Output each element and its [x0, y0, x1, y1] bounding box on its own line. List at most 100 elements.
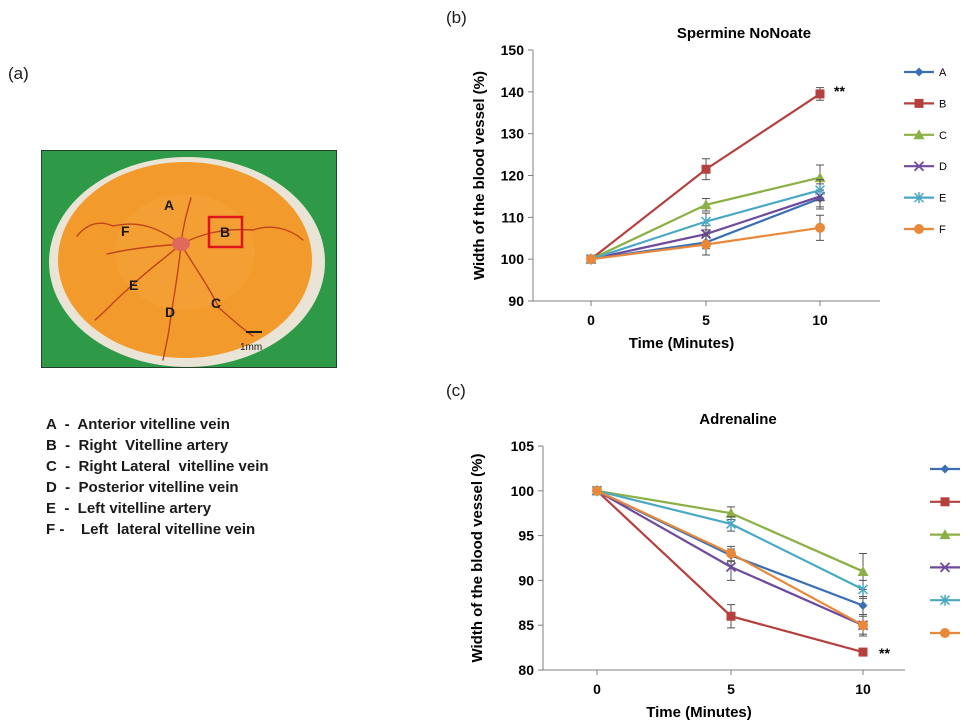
- x-tick-label: 0: [587, 312, 595, 328]
- chart-title: Adrenaline: [699, 411, 777, 428]
- y-axis-label: Width of the blood vessel (%): [471, 71, 488, 280]
- y-tick-label: 80: [518, 662, 534, 678]
- y-tick-label: 90: [508, 293, 524, 309]
- significance-annotation: **: [834, 83, 845, 99]
- vessel-label-f: F: [121, 223, 130, 239]
- legend-marker: [914, 67, 924, 77]
- region-of-interest-box: [207, 215, 244, 249]
- data-point: [700, 199, 712, 210]
- series-f: [586, 214, 825, 265]
- x-axis-label: Time (Minutes): [629, 335, 735, 352]
- vessel-labels: A B C D E F: [121, 197, 230, 320]
- legend-marker: [939, 562, 951, 573]
- vessel-legend-item: F - Left lateral vitelline vein: [46, 521, 256, 538]
- legend-entry: E: [904, 192, 946, 205]
- scale-bar-label: 1mm: [240, 342, 262, 353]
- x-tick-label: 5: [702, 312, 710, 328]
- series-e: [591, 485, 869, 599]
- data-point: [725, 507, 737, 518]
- vessel-label-b: B: [220, 224, 230, 240]
- x-axis-label: Time (Minutes): [646, 704, 752, 721]
- y-tick-label: 90: [518, 572, 534, 588]
- y-axis-label: Width of the blood vessel (%): [469, 453, 486, 662]
- series-line: [596, 489, 864, 591]
- vessel-label-a: A: [164, 197, 174, 213]
- vessel-label-d: D: [165, 304, 175, 320]
- y-tick-label: 150: [501, 42, 525, 58]
- embryo-photo: A B C D E F 1mm: [41, 150, 337, 368]
- legend-entry: D: [930, 562, 960, 573]
- y-tick-label: 100: [501, 251, 525, 267]
- x-tick-label: 10: [855, 681, 871, 697]
- vessel-legend-item: D - Posterior vitelline vein: [46, 479, 239, 496]
- panel-b-label: (b): [446, 8, 467, 27]
- legend-entry: B: [930, 497, 960, 507]
- data-point: [815, 222, 825, 233]
- legend-marker: [940, 497, 950, 507]
- legend-entry: C: [904, 129, 947, 142]
- vessel-legend-item: A - Anterior vitelline vein: [46, 416, 230, 433]
- legend-marker: [914, 98, 924, 108]
- legend-label: C: [939, 130, 947, 142]
- legend-entry: C: [930, 529, 960, 540]
- data-point: [858, 647, 868, 657]
- legend-entry: B: [904, 98, 946, 110]
- data-point: [725, 518, 737, 530]
- y-tick-label: 95: [518, 528, 534, 544]
- data-point: [726, 548, 736, 559]
- data-point: [858, 620, 868, 631]
- panel-a-label: (a): [8, 64, 29, 83]
- vessel-legend-item: E - Left vitelline artery: [46, 500, 212, 517]
- embryo: [172, 237, 190, 251]
- vessel-legend-item: B - Right Vitelline artery: [46, 437, 229, 454]
- y-tick-label: 105: [511, 438, 535, 454]
- x-tick-label: 5: [727, 681, 735, 697]
- y-tick-label: 85: [518, 617, 534, 633]
- vessel-label-e: E: [129, 277, 138, 293]
- x-tick-label: 0: [593, 681, 601, 697]
- chart-title: Spermine NoNoate: [677, 25, 811, 42]
- legend-marker: [939, 594, 951, 606]
- legend-label: F: [939, 224, 946, 236]
- legend-entry: D: [904, 161, 947, 173]
- legend-entry: E: [930, 594, 960, 606]
- y-tick-label: 120: [501, 168, 525, 184]
- legend-marker: [913, 161, 925, 172]
- vessel-legend: A - Anterior vitelline vein B - Right Vi…: [46, 414, 269, 540]
- y-tick-label: 100: [511, 483, 535, 499]
- series-f: [592, 485, 868, 635]
- y-tick-label: 110: [501, 209, 524, 225]
- legend-marker: [939, 529, 951, 540]
- legend-entry: A: [930, 464, 960, 474]
- y-tick-label: 130: [501, 126, 525, 142]
- legend-marker: [940, 464, 950, 474]
- data-point: [586, 254, 596, 265]
- data-point: [858, 600, 868, 610]
- vessel-label-c: C: [211, 295, 221, 311]
- legend-marker: [914, 224, 924, 234]
- legend-entry: F: [904, 224, 946, 236]
- y-tick-label: 140: [501, 84, 525, 100]
- data-point: [857, 583, 869, 595]
- data-point: [857, 565, 869, 576]
- legend-label: D: [939, 161, 947, 173]
- legend-marker: [940, 628, 950, 638]
- legend-entry: A: [904, 67, 947, 79]
- data-point: [701, 164, 711, 174]
- series-line: [596, 489, 864, 607]
- data-point: [592, 485, 602, 496]
- data-point: [725, 561, 737, 573]
- legend-label: A: [939, 67, 947, 79]
- panel-c-label: (c): [446, 381, 466, 400]
- legend-entry: F: [930, 628, 960, 638]
- vessel-legend-item: C - Right Lateral vitelline vein: [46, 458, 269, 475]
- significance-annotation: **: [879, 645, 890, 661]
- data-point: [814, 184, 826, 196]
- legend-label: E: [939, 193, 946, 205]
- data-point: [815, 89, 825, 99]
- legend-marker: [913, 192, 925, 204]
- legend-label: B: [939, 98, 946, 110]
- data-point: [726, 611, 736, 621]
